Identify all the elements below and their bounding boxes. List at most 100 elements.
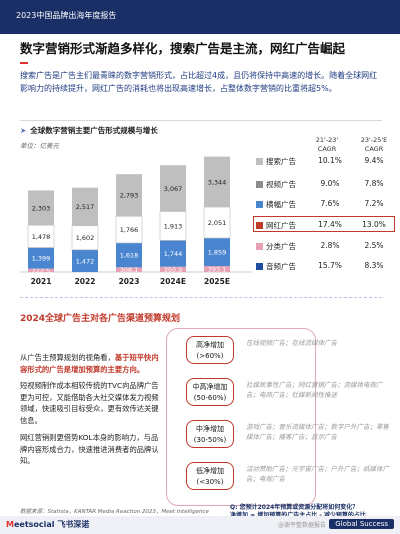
watermark-text: @谢平整数据报告 bbox=[277, 522, 326, 529]
x-tick-label-3: 2024E bbox=[160, 277, 186, 286]
bar-segment-5-3 bbox=[160, 165, 186, 212]
x-tick-label-1: 2022 bbox=[75, 277, 96, 286]
bar-segment-3-0 bbox=[28, 247, 54, 269]
report-title: 2023中国品牌出海年度报告 bbox=[16, 11, 117, 20]
net-increase-note: 净增加 = 增加预算的广告主占比 - 减少预算的占比 bbox=[230, 510, 366, 519]
bar-label-3-1: 1,472 bbox=[76, 257, 95, 265]
data-source: 数据来源：Statista，KANTAR Media Reaction 2023… bbox=[20, 509, 209, 515]
budget-tier-diagram: 高净增加 (>60%) 在线视频广告；在线流媒体广告 中高净增加 (50-60%) 社媒故… bbox=[166, 328, 396, 506]
bar-label-5-2: 2,793 bbox=[120, 192, 139, 200]
bar-label-4-3: 1,913 bbox=[164, 222, 183, 230]
p1-part-a: 从广告主预算规划的视角看， bbox=[20, 353, 115, 362]
legend-swatch bbox=[256, 181, 263, 188]
bar-segment-4-1 bbox=[71, 225, 99, 251]
section2-paragraph-3: 网红营销则更借势KOL本身的影响力，与品牌内容形成合力，快速推进消费者的品牌认知… bbox=[20, 433, 159, 465]
section2-title: 2024全球广告主对各广告渠道预算规划 bbox=[20, 314, 181, 324]
bar-label-4-0: 1,478 bbox=[32, 233, 51, 241]
legend-name: 网红广告 bbox=[266, 221, 296, 230]
tier-label: 中净增加 bbox=[196, 425, 224, 433]
tier-description-0: 在线视频广告；在线流媒体广告 bbox=[246, 339, 337, 347]
section1-title: ➤ 全球数字营销主要广告形式规模与增长 bbox=[20, 125, 158, 136]
highlight-influencer-box bbox=[253, 216, 395, 232]
bar-segment-4-3 bbox=[159, 211, 187, 241]
tier-ring bbox=[166, 328, 316, 506]
section1-divider bbox=[20, 120, 382, 121]
chart-unit: 单位：亿美元 bbox=[20, 142, 59, 150]
bar-label-4-4: 2,051 bbox=[208, 219, 227, 227]
cagr-2325: 8.3% bbox=[364, 261, 384, 270]
survey-question-note: Q: 您预计2024年预算或资源分配将如何变化？ bbox=[230, 504, 359, 511]
legend-name: 视频广告 bbox=[266, 180, 296, 189]
legend-swatch bbox=[256, 243, 263, 250]
cagr-2123: 10.1% bbox=[318, 156, 342, 165]
tier-range: (30-50%) bbox=[193, 436, 227, 444]
bar-label-1-3: 350.9 bbox=[164, 266, 183, 274]
tier-box-2: 中净增加 (30-50%) bbox=[186, 420, 234, 448]
bar-label-3-3: 1,744 bbox=[164, 250, 183, 258]
bar-label-3-0: 1,399 bbox=[32, 255, 51, 263]
bar-segment-3-2 bbox=[116, 242, 142, 268]
bar-segment-5-4 bbox=[204, 156, 230, 208]
bar-segment-1-0 bbox=[28, 268, 54, 272]
tier-description-3: 活动赞助广告；元宇宙广告；户外广告；纸媒体广告；电视广告 bbox=[246, 465, 389, 483]
stacked-bar-chart: 222.5 1,399 1,478 2,303 2021 1,472 1,602 2,517 2… bbox=[20, 156, 252, 286]
intro-paragraph: 搜索广告是广告主们最青睐的数字营销形式，占比超过4成，且仍将保持中高速的增长。随… bbox=[20, 71, 378, 93]
legend-row-3: 网红广告 17.4% 13.0% bbox=[256, 220, 396, 233]
footer: Meetsocial 飞书深诺 @谢平整数据报告 Global Success bbox=[0, 516, 400, 534]
legend-name: 搜索广告 bbox=[266, 157, 296, 166]
legend-row-5: 音频广告 15.7% 8.3% bbox=[256, 261, 396, 274]
tier-label: 中高净增加 bbox=[192, 383, 228, 391]
cagr-2325: 7.8% bbox=[364, 179, 384, 188]
tier-description-2: 游戏广告；音乐流媒体广告；数字户外广告；零售媒体广告；播客广告；显示广告 bbox=[246, 423, 389, 441]
cagr-2325: 13.0% bbox=[362, 220, 386, 229]
cagr-header-1: 21'-23' CAGR bbox=[315, 136, 339, 153]
legend-row-4: 分类广告 2.8% 2.5% bbox=[256, 241, 396, 254]
bar-label-5-1: 2,517 bbox=[76, 203, 95, 211]
bar-label-3-4: 1,859 bbox=[208, 249, 227, 257]
page-title: 数字营销形式渐趋多样化，搜索广告是主流，网红广告崛起 bbox=[20, 41, 346, 56]
cagr-header-2: 23'-25'E CAGR bbox=[360, 136, 388, 153]
cagr-2123: 17.4% bbox=[318, 220, 342, 229]
bar-label-3-2: 1,618 bbox=[120, 252, 139, 260]
chevron-right-icon: ➤ bbox=[20, 126, 27, 135]
bar-label-1-2: 308.1 bbox=[120, 266, 139, 274]
cagr-2123: 9.0% bbox=[320, 179, 340, 188]
cagr-2325: 2.5% bbox=[364, 241, 384, 250]
bar-segment-3-1 bbox=[72, 249, 98, 272]
tier-range: (<30%) bbox=[196, 478, 224, 486]
x-tick-label-4: 2025E bbox=[204, 277, 230, 286]
bar-label-5-0: 2,303 bbox=[32, 204, 51, 212]
tier-description-1: 社媒故事性广告；网红营销广告；流媒体电视广告；电商广告；社媒新闻性推送 bbox=[246, 381, 383, 399]
section2-paragraph-1: 从广告主预算规划的视角看，基于短平快内容形式的广告是增加预算的主要方向。 bbox=[20, 352, 162, 375]
x-tick-label-0: 2021 bbox=[31, 277, 52, 286]
legend-swatch bbox=[256, 222, 263, 229]
section1-title-text: 全球数字营销主要广告形式规模与增长 bbox=[30, 126, 158, 135]
tier-box-3: 低净增加 (<30%) bbox=[186, 462, 234, 490]
cagr-2325: 7.2% bbox=[364, 199, 384, 208]
section2-divider bbox=[20, 297, 382, 298]
x-tick-label-2: 2023 bbox=[119, 277, 140, 286]
legend-name: 横幅广告 bbox=[266, 200, 296, 209]
title-underline bbox=[20, 62, 28, 64]
cagr-2325: 9.4% bbox=[364, 156, 384, 165]
p1-part-b: 基于短平快内容形式的广告是增加预算的主要方向。 bbox=[20, 353, 159, 374]
report-header-bar: 2023中国品牌出海年度报告 bbox=[0, 0, 400, 34]
legend-name: 分类广告 bbox=[266, 242, 296, 251]
tier-box-0: 高净增加 (>60%) bbox=[186, 336, 234, 364]
bar-segment-5-2 bbox=[116, 174, 142, 217]
bar-segment-4-2 bbox=[115, 215, 143, 244]
bar-segment-5-1 bbox=[72, 187, 98, 226]
legend-name: 音频广告 bbox=[266, 262, 296, 271]
bar-label-5-3: 3,067 bbox=[164, 185, 183, 193]
cagr-2123: 2.8% bbox=[320, 241, 340, 250]
tier-label: 高净增加 bbox=[196, 341, 224, 349]
bar-segment-1-4 bbox=[204, 266, 230, 272]
legend-row-1: 视频广告 9.0% 7.8% bbox=[256, 179, 396, 192]
bar-segment-5-0 bbox=[28, 190, 54, 226]
legend-row-0: 搜索广告 10.1% 9.4% bbox=[256, 156, 396, 169]
legend-swatch bbox=[256, 263, 263, 270]
legend-swatch bbox=[256, 201, 263, 208]
bar-label-1-4: 393.1 bbox=[208, 266, 227, 274]
bar-label-4-2: 1,766 bbox=[120, 226, 139, 234]
bar-segment-1-2 bbox=[116, 267, 142, 272]
